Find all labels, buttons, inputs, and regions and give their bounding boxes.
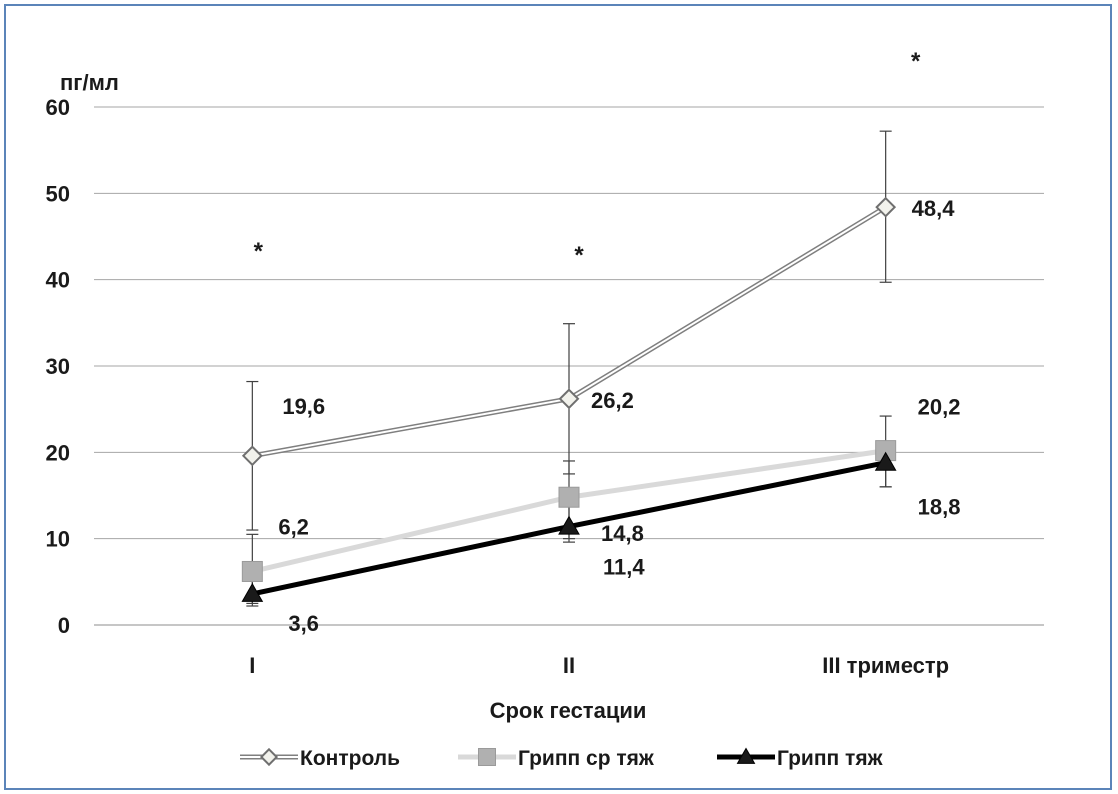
- y-tick-label: 10: [46, 527, 70, 552]
- data-point-square: [559, 487, 579, 507]
- y-tick-label: 0: [58, 613, 70, 638]
- legend-label: Контроль: [300, 747, 400, 770]
- data-labels: 19,6 26,2 48,4 6,2 14,8 20,2 3,6 11,4 18,8: [278, 196, 960, 636]
- y-tick-label: 20: [46, 440, 70, 465]
- data-label: 48,4: [912, 196, 956, 221]
- y-axis-ticks: 0 10 20 30 40 50 60: [46, 95, 70, 638]
- data-label: 18,8: [918, 495, 961, 520]
- significance-asterisk: *: [254, 238, 264, 265]
- y-tick-label: 30: [46, 354, 70, 379]
- data-label: 26,2: [591, 388, 634, 413]
- legend-item: Контроль: [240, 747, 400, 770]
- legend-item: Грипп тяж: [717, 747, 884, 770]
- significance-marks: * * *: [254, 48, 921, 269]
- x-axis-ticks: I II III триместр: [249, 653, 949, 678]
- data-label: 3,6: [288, 611, 319, 636]
- error-bars: [246, 131, 891, 606]
- legend-label: Грипп тяж: [777, 747, 884, 770]
- x-tick-label: II: [563, 653, 575, 678]
- data-label: 20,2: [918, 395, 961, 420]
- y-tick-label: 50: [46, 181, 70, 206]
- legend: Контроль Грипп ср тяж Грипп тяж: [240, 747, 884, 770]
- legend-marker-square: [479, 749, 496, 766]
- significance-asterisk: *: [574, 242, 584, 269]
- legend-label: Грипп ср тяж: [518, 747, 655, 770]
- x-tick-label: III триместр: [822, 653, 949, 678]
- data-label: 19,6: [282, 394, 325, 419]
- data-point-square: [242, 561, 262, 581]
- x-tick-label: I: [249, 653, 255, 678]
- data-point-diamond: [243, 447, 261, 465]
- data-label: 11,4: [603, 555, 645, 580]
- data-label: 6,2: [278, 514, 309, 539]
- y-tick-label: 40: [46, 268, 70, 293]
- legend-marker-diamond: [261, 749, 276, 764]
- y-tick-label: 60: [46, 95, 70, 120]
- significance-asterisk: *: [911, 48, 921, 75]
- x-axis-label: Срок гестации: [490, 698, 647, 723]
- legend-item: Грипп ср тяж: [458, 747, 655, 770]
- y-axis-label: пг/мл: [60, 70, 119, 95]
- data-label: 14,8: [601, 521, 644, 546]
